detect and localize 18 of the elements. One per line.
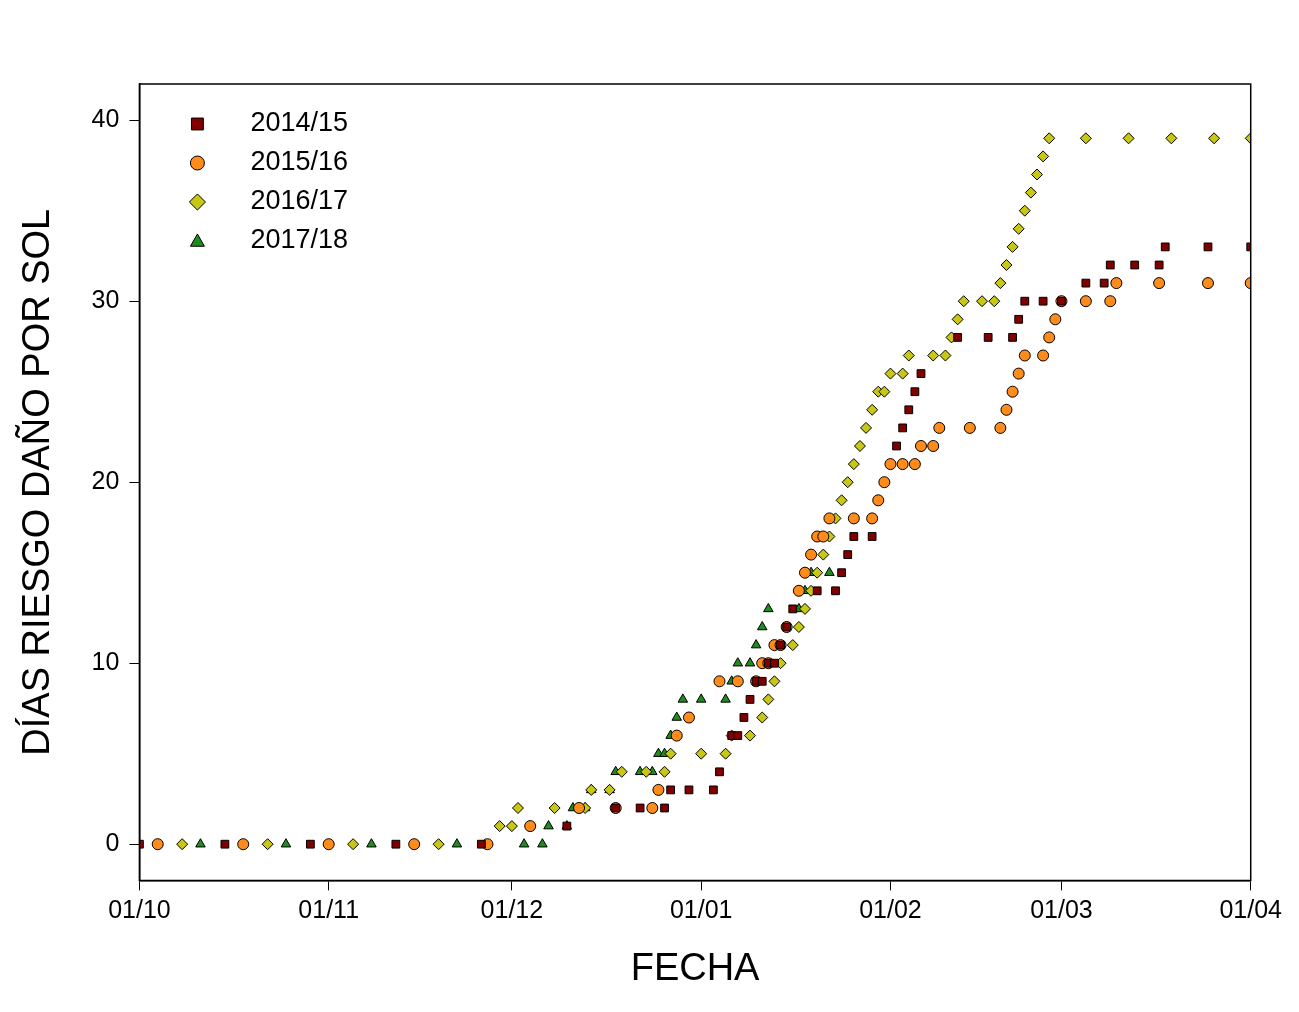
x-tick-label: 01/02 [859, 895, 922, 924]
y-tick-label: 30 [91, 285, 120, 314]
legend-label: 2017/18 [250, 224, 349, 255]
y-tick-label: 40 [91, 104, 120, 133]
legend-label: 2016/17 [250, 185, 349, 216]
x-tick-label: 01/03 [1030, 895, 1093, 924]
legend-label: 2015/16 [250, 146, 349, 177]
y-tick-label: 10 [91, 647, 120, 676]
x-tick-label: 01/01 [669, 895, 733, 924]
y-tick-label: 0 [105, 828, 120, 857]
x-tick-label: 01/10 [108, 895, 171, 924]
y-axis-title: DÍAS RIESGO DAÑO POR SOL [15, 208, 58, 756]
x-tick-label: 01/04 [1219, 895, 1283, 924]
legend-label: 2014/15 [250, 107, 349, 138]
x-tick-label: 01/12 [480, 895, 544, 924]
x-axis-title: FECHA [630, 945, 761, 988]
y-tick-label: 20 [91, 466, 120, 495]
x-tick-label: 01/11 [298, 895, 360, 924]
